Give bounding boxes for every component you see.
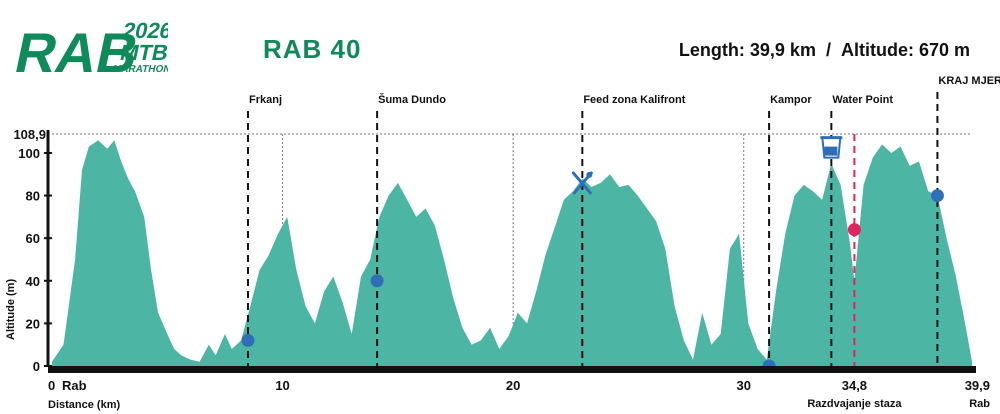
rab-mtb-marathon-logo: RAB 2026 MTB MARATHON <box>10 18 168 84</box>
x-tick-sub-4: Razdvajanje staza <box>807 398 902 410</box>
y-tick-label-4: 80 <box>26 189 40 204</box>
elevation-profile-area <box>52 140 972 366</box>
x-axis-title: Distance (km) <box>48 399 120 411</box>
fork-knife-icon <box>571 171 593 195</box>
checkpoint-marker-0 <box>241 333 255 347</box>
stats-separator: / <box>825 40 831 60</box>
y-tick-label-5: 100 <box>18 146 40 161</box>
y-tick-label-0: 0 <box>33 359 40 374</box>
svg-text:MTB: MTB <box>118 40 168 65</box>
y-axis-title: Altitude (m) <box>5 279 17 340</box>
cup-water <box>824 146 838 156</box>
checkpoint-marker-1 <box>370 274 384 288</box>
checkpoint-layer: Frkanj Šuma Dundo Feed zona Kalifront Kampo… <box>241 75 1000 373</box>
svg-text:2026: 2026 <box>121 18 168 43</box>
checkpoint-label-4: Water Point <box>832 94 893 106</box>
svg-text:MARATHON: MARATHON <box>112 64 168 75</box>
x-tick-label-2: 20 <box>506 378 520 393</box>
x-axis-bar <box>48 366 976 373</box>
checkpoint-label-0: Frkanj <box>249 94 282 106</box>
water-cup-icon <box>820 136 843 159</box>
checkpoint-label-3: Kampor <box>770 94 812 106</box>
y-max-label: 108,9 <box>13 127 46 142</box>
x-tick-sub-5: Rab <box>969 398 990 410</box>
x-tick-label-0: 0 <box>48 378 55 393</box>
y-axis-layer: 0 20 40 60 80 100 108,9 <box>13 127 52 374</box>
y-tick-label-2: 40 <box>26 274 40 289</box>
fork-head <box>586 171 593 178</box>
y-tick-label-3: 60 <box>26 231 40 246</box>
x-axis-layer: 0 Rab 10 20 30 34,8 Razdvajanje staza 39,9 Rab <box>48 378 990 410</box>
checkpoint-label-5: KRAJ MJERENJA <box>938 75 1000 87</box>
x-tick-label-1: 10 <box>275 378 289 393</box>
x-tick-suffix-0: Rab <box>62 378 87 393</box>
length-stat: Length: 39,9 km <box>678 40 816 60</box>
x-tick-label-3: 30 <box>736 378 750 393</box>
checkpoint-label-2: Feed zona Kalifront <box>583 94 685 106</box>
checkpoint-label-1: Šuma Dundo <box>378 93 446 106</box>
x-tick-label-5: 39,9 <box>965 378 990 393</box>
checkpoint-marker-5 <box>930 189 944 203</box>
altitude-stat: Altitude: 670 m <box>840 40 970 60</box>
race-stats: Length: 39,9 km / Altitude: 670 m <box>679 40 970 61</box>
svg-text:RAB: RAB <box>10 22 145 84</box>
y-tick-label-1: 20 <box>26 316 40 331</box>
race-title: RAB 40 <box>263 34 362 64</box>
x-tick-label-4: 34,8 <box>842 378 867 393</box>
split-marker <box>847 223 861 237</box>
